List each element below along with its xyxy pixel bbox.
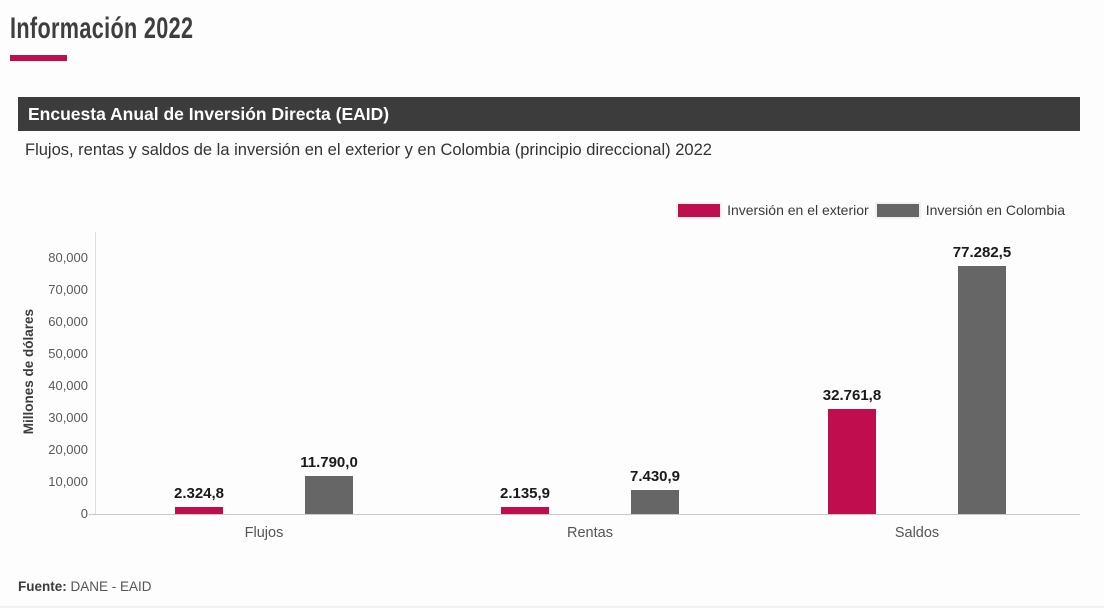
legend-label-exterior: Inversión en el exterior	[727, 202, 869, 218]
bar-value-label: 2.135,9	[499, 485, 551, 503]
title-underline	[10, 55, 67, 61]
x-category-label: Saldos	[894, 525, 940, 541]
y-tick-label: 60,000	[48, 313, 88, 329]
y-axis-title-box: Millones de dólares	[14, 235, 42, 509]
y-tick-label: 0	[80, 506, 88, 521]
y-axis-title: Millones de dólares	[20, 309, 36, 435]
section-header-bar: Encuesta Anual de Inversión Directa (EAI…	[18, 97, 1080, 131]
y-tick-label: 70,000	[48, 281, 88, 297]
legend-item-colombia[interactable]: Inversión en Colombia	[874, 201, 1065, 219]
y-tick-label: 50,000	[48, 345, 88, 361]
bar-value-label: 11.790,0	[300, 454, 358, 472]
bar-value-label: 77.282,5	[952, 244, 1012, 262]
bar-inversi-n-en-colombia-rentas	[631, 490, 679, 514]
bar-inversi-n-en-colombia-saldos	[958, 266, 1006, 514]
chart-legend: Inversión en el exterior Inversión en Co…	[676, 201, 1065, 219]
bar-value-label: 32.761,8	[822, 387, 882, 405]
page-title: Información 2022	[10, 12, 194, 45]
legend-label-colombia: Inversión en Colombia	[925, 202, 1065, 218]
bar-value-label: 2.324,8	[173, 484, 225, 502]
y-tick-label: 80,000	[48, 249, 88, 265]
plot-area: 0 10,000 20,000 30,000 40,000 50,000 60,000 70,…	[48, 232, 1080, 541]
x-category-label: Flujos	[244, 525, 284, 541]
y-tick-label: 30,000	[48, 409, 88, 425]
source-label: Fuente:	[18, 579, 67, 594]
chart-subtitle: Flujos, rentas y saldos de la inversión …	[25, 141, 712, 159]
bar-inversi-n-en-el-exterior-rentas	[501, 507, 549, 514]
y-tick-label: 20,000	[48, 441, 88, 457]
x-axis-line	[89, 514, 1080, 515]
y-tick-label: 40,000	[48, 377, 88, 393]
legend-swatch-colombia	[874, 201, 921, 219]
bar-value-label: 7.430,9	[629, 468, 681, 486]
bar-inversi-n-en-el-exterior-flujos	[175, 506, 223, 514]
y-tick-label: 10,000	[48, 473, 88, 489]
source-value: DANE - EAID	[70, 579, 152, 594]
legend-item-exterior[interactable]: Inversión en el exterior	[676, 201, 869, 219]
bar-inversi-n-en-colombia-flujos	[305, 476, 353, 514]
x-category-label: Rentas	[567, 525, 613, 541]
legend-swatch-exterior	[676, 201, 723, 219]
bar-inversi-n-en-el-exterior-saldos	[828, 409, 876, 514]
source-footer: Fuente: DANE - EAID	[18, 579, 152, 594]
